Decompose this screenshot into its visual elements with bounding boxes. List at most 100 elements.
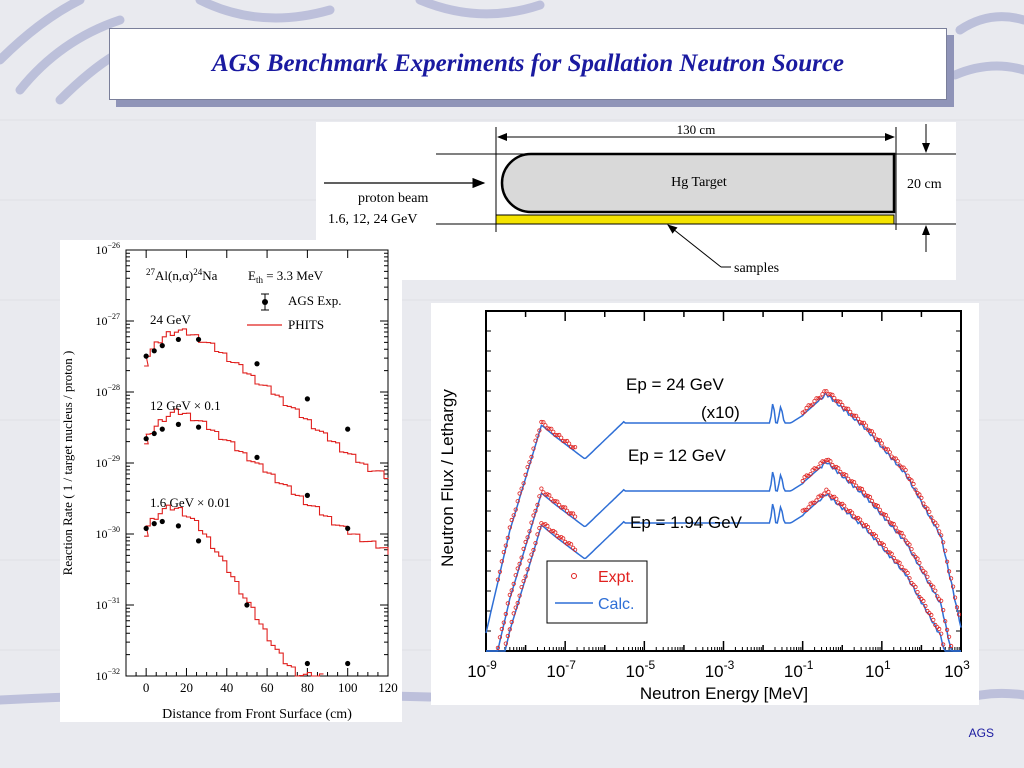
- expt-point: [913, 584, 918, 590]
- expt-point: [879, 441, 884, 446]
- expt-point: [549, 529, 554, 534]
- expt-point: [948, 643, 954, 649]
- expt-point: [944, 627, 950, 632]
- expt-point: [883, 512, 888, 518]
- expt-point: [822, 491, 827, 496]
- length-label: 130 cm: [677, 122, 716, 137]
- title-box: AGS Benchmark Experiments for Spallation…: [109, 28, 947, 100]
- expt-point: [529, 552, 534, 557]
- expt-point: [948, 576, 954, 581]
- expt-point: [529, 520, 534, 525]
- phits-curves: [144, 328, 389, 677]
- expt-point: [557, 535, 562, 540]
- expt-point: [855, 486, 861, 491]
- expt-point: [859, 420, 865, 425]
- expt-point: [521, 578, 526, 584]
- y-axis-label: Reaction Rate ( 1 / target nucleus / pro…: [60, 351, 75, 576]
- expt-point: [567, 441, 572, 446]
- expt-point: [869, 531, 874, 537]
- expt-point: [523, 539, 528, 545]
- expt-point: [818, 493, 823, 498]
- expt-point: [537, 428, 542, 433]
- y-tick-label: 10−29: [95, 454, 120, 470]
- expt-point: [525, 535, 530, 540]
- expt-point: [523, 574, 528, 579]
- axis-ticks: 10-9 10-7 10-5 10-3 10-1 101 103: [467, 311, 970, 681]
- expt-point: [818, 461, 823, 466]
- series-label-1-6gev: 1.6 GeV × 0.01: [150, 495, 230, 510]
- x-tick-label: 10-3: [705, 658, 735, 681]
- expt-point: [495, 577, 501, 582]
- expt-point: [804, 507, 809, 512]
- expt-point: [515, 566, 520, 571]
- expt-point: [559, 505, 564, 510]
- expt-point: [927, 509, 932, 514]
- expt-point: [565, 541, 570, 546]
- expt-point: [551, 499, 556, 504]
- expt-point: [497, 569, 503, 574]
- expt-point: [939, 533, 944, 538]
- expt-point: [877, 507, 882, 512]
- expt-point: [842, 472, 847, 477]
- expt-point: [857, 517, 863, 522]
- x-tick-label: 10-5: [626, 658, 656, 681]
- expt-point: [943, 619, 948, 624]
- expt-point: [800, 478, 805, 484]
- expt-point: [543, 492, 548, 497]
- y-axis-label: Neutron Flux / Lethargy: [438, 389, 457, 567]
- expt-point: [812, 500, 817, 505]
- expt-point: [857, 486, 863, 491]
- expt-point: [499, 559, 504, 564]
- exp-points: [143, 336, 351, 667]
- expt-point: [543, 423, 548, 428]
- reaction-label: 27Al(n,α)24Na: [146, 267, 218, 283]
- expt-point: [533, 508, 538, 513]
- expt-point: [863, 493, 869, 498]
- expt-point: [917, 492, 922, 497]
- expt-point: [939, 598, 944, 603]
- expt-point: [941, 642, 946, 647]
- expt-point: [515, 600, 520, 606]
- expt-point: [848, 479, 853, 484]
- expt-point: [907, 576, 912, 581]
- exp-point: [304, 396, 310, 402]
- threshold-label: Eth = 3.3 MeV: [248, 268, 324, 285]
- expt-point: [855, 416, 861, 421]
- expt-point: [808, 472, 813, 477]
- expt-point: [844, 406, 849, 411]
- expt-point: [891, 555, 896, 561]
- expt-point: [853, 483, 859, 488]
- expt-point: [933, 588, 938, 593]
- expt-point: [802, 507, 807, 512]
- samples-pointer: [667, 224, 722, 268]
- exp-point: [345, 525, 351, 531]
- legend-expt-marker: [571, 573, 577, 579]
- expt-point: [851, 480, 857, 485]
- expt-point: [952, 595, 958, 600]
- expt-point: [939, 631, 944, 636]
- expt-point: [812, 466, 817, 471]
- phits-curve-0: [144, 328, 389, 480]
- expt-point: [909, 547, 914, 552]
- expt-point: [499, 626, 504, 632]
- expt-point: [848, 409, 853, 415]
- x-tick-label: 40: [220, 680, 233, 695]
- x-tick-label: 20: [180, 680, 193, 695]
- expt-point: [919, 566, 924, 571]
- expt-point: [569, 511, 574, 516]
- expt-point: [893, 559, 898, 564]
- expt-point: [523, 472, 528, 477]
- beam-label: proton beam: [358, 191, 428, 206]
- expt-point: [867, 428, 873, 434]
- expt-point: [895, 459, 900, 464]
- series-label-12gev: Ep = 12 GeV: [628, 446, 726, 465]
- expt-point: [907, 542, 912, 547]
- expt-point: [553, 530, 558, 535]
- expt-point: [917, 560, 922, 565]
- expt-point: [838, 469, 843, 474]
- y-tick-label: 10−30: [95, 525, 120, 541]
- expt-point: [842, 406, 847, 411]
- x-axis-label: Neutron Energy [MeV]: [640, 684, 808, 703]
- expt-point: [877, 541, 882, 546]
- expt-point: [509, 517, 514, 523]
